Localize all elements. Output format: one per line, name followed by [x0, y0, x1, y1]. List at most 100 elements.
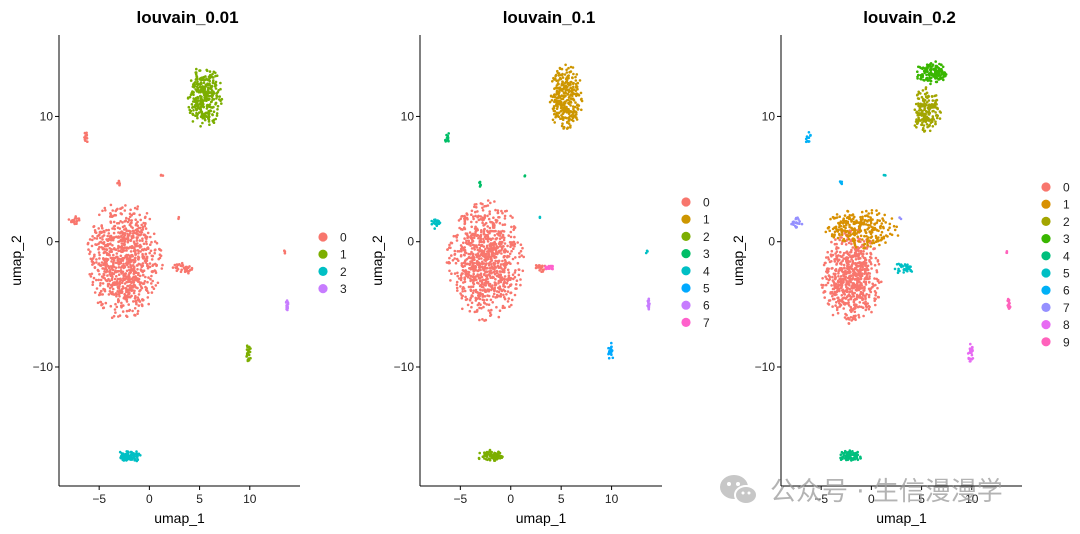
data-point [844, 229, 847, 233]
data-point [148, 262, 152, 265]
data-point [555, 86, 559, 90]
data-point [211, 81, 215, 85]
data-point [135, 239, 139, 242]
data-point [118, 295, 121, 298]
data-point [494, 255, 498, 259]
data-point [572, 98, 575, 101]
data-point [488, 270, 492, 274]
data-point [575, 116, 578, 119]
data-point [446, 248, 449, 251]
data-point [472, 233, 475, 237]
data-point [900, 265, 903, 269]
data-point [862, 314, 865, 318]
data-point [937, 71, 941, 75]
data-point [192, 109, 195, 112]
data-point [484, 237, 488, 240]
data-point [87, 248, 90, 251]
data-point [505, 261, 509, 265]
data-point [924, 87, 928, 91]
data-point [821, 286, 824, 289]
data-point [475, 206, 478, 209]
data-point [127, 247, 130, 250]
data-point [142, 257, 145, 260]
data-point [833, 260, 837, 263]
data-point [118, 182, 121, 185]
data-point [850, 219, 853, 223]
data-point [862, 240, 866, 243]
data-point [853, 243, 857, 247]
data-point [180, 261, 184, 265]
data-point [481, 221, 484, 225]
data-point [849, 305, 853, 309]
data-point [488, 267, 491, 270]
data-point [490, 229, 494, 233]
data-point [471, 240, 474, 243]
legend-label: 0 [340, 231, 347, 245]
data-point [101, 302, 104, 306]
data-point [508, 252, 512, 256]
data-point [481, 209, 485, 212]
data-point [579, 91, 583, 95]
data-point [610, 341, 613, 345]
data-point [134, 300, 137, 303]
data-point [482, 286, 485, 289]
data-point [125, 269, 129, 273]
legend-label: 3 [1063, 232, 1070, 246]
data-point [513, 271, 517, 274]
data-point [843, 277, 846, 280]
data-point [454, 234, 458, 238]
data-point [566, 93, 569, 96]
data-point [123, 282, 127, 285]
data-point [140, 303, 144, 306]
data-point [502, 230, 506, 233]
data-point [201, 76, 205, 79]
data-point [922, 124, 926, 127]
data-point [190, 91, 194, 95]
data-point [479, 283, 483, 287]
data-point [176, 267, 180, 271]
data-point [501, 223, 505, 227]
data-point [476, 248, 480, 252]
data-point [836, 280, 840, 284]
data-point [117, 263, 121, 266]
data-point [246, 345, 249, 349]
data-point [866, 223, 870, 227]
data-point [109, 234, 113, 238]
data-point [93, 236, 96, 240]
data-point [920, 75, 923, 78]
data-point [478, 451, 482, 455]
data-point [448, 256, 451, 260]
data-point [485, 270, 489, 274]
legend-swatch [681, 317, 691, 327]
data-point [822, 291, 825, 294]
data-point [866, 237, 869, 241]
data-point [831, 305, 834, 308]
data-point [461, 290, 465, 293]
data-point [216, 104, 220, 108]
data-point [494, 229, 497, 233]
data-point [852, 237, 856, 241]
data-point [842, 280, 845, 283]
data-point [860, 282, 863, 285]
data-point [109, 283, 113, 287]
data-point [853, 253, 856, 257]
data-point [205, 68, 208, 72]
data-point [171, 266, 175, 269]
data-point [459, 217, 463, 221]
data-point [569, 100, 572, 103]
data-point [856, 221, 860, 224]
data-point [483, 295, 487, 298]
data-point [567, 76, 570, 80]
data-point [477, 236, 480, 240]
data-point [556, 103, 560, 106]
data-point [482, 283, 486, 287]
data-point [102, 267, 106, 270]
data-point [846, 455, 850, 459]
data-point [923, 129, 927, 133]
data-point [857, 295, 861, 298]
data-point [482, 305, 485, 309]
data-point [203, 118, 207, 122]
data-point [75, 220, 78, 223]
data-point [870, 211, 874, 215]
